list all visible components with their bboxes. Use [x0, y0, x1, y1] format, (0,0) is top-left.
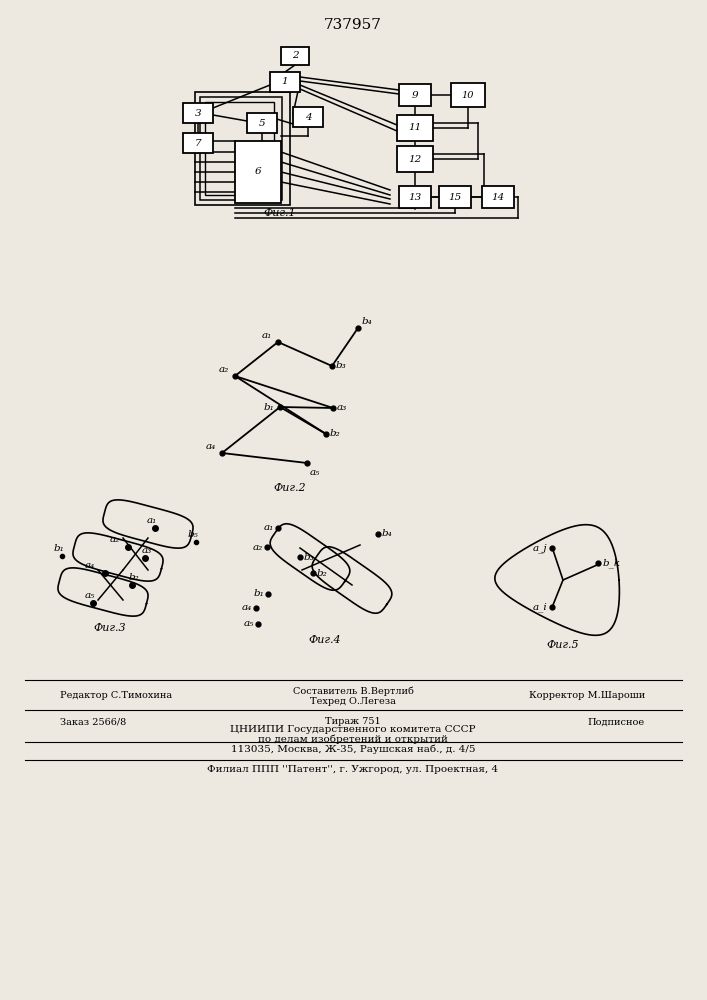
- Bar: [399, 84, 431, 106]
- Text: 4: 4: [305, 112, 311, 121]
- Text: a₁: a₁: [147, 516, 157, 525]
- Text: a₅: a₅: [244, 619, 254, 629]
- Text: a₁: a₁: [262, 331, 272, 340]
- Bar: [183, 103, 213, 123]
- Bar: [293, 107, 323, 127]
- Text: Филиал ППП ''Патент'', г. Ужгород, ул. Проектная, 4: Филиал ППП ''Патент'', г. Ужгород, ул. П…: [207, 766, 498, 774]
- Bar: [399, 186, 431, 208]
- Text: 7: 7: [194, 138, 201, 147]
- Text: 737957: 737957: [324, 18, 382, 32]
- Text: Редактор С.Тимохина: Редактор С.Тимохина: [60, 690, 172, 700]
- Bar: [247, 113, 277, 133]
- Bar: [482, 186, 514, 208]
- Text: Фиг.1: Фиг.1: [264, 208, 296, 218]
- Text: a_j: a_j: [532, 543, 547, 553]
- Text: Фиг.2: Фиг.2: [274, 483, 306, 493]
- Text: Подписное: Подписное: [588, 718, 645, 726]
- Text: a_i: a_i: [532, 602, 547, 612]
- Text: a₄: a₄: [85, 561, 95, 570]
- Text: b₁: b₁: [54, 544, 64, 553]
- Bar: [397, 115, 433, 141]
- Text: Фиг.3: Фиг.3: [94, 623, 127, 633]
- Bar: [270, 72, 300, 92]
- Bar: [200, 97, 282, 200]
- Text: b₅: b₅: [187, 530, 199, 539]
- Bar: [195, 92, 290, 205]
- Text: a₄: a₄: [206, 442, 216, 451]
- Text: 5: 5: [259, 118, 265, 127]
- Bar: [439, 186, 471, 208]
- Text: b_k: b_k: [603, 558, 621, 568]
- Bar: [205, 102, 274, 195]
- Text: b₄: b₄: [362, 317, 373, 326]
- Text: по делам изобретений и открытий: по делам изобретений и открытий: [258, 734, 448, 744]
- Text: b₁: b₁: [263, 402, 274, 412]
- Text: b₂: b₂: [330, 430, 341, 438]
- Text: Фиг.4: Фиг.4: [309, 635, 341, 645]
- Text: b₃: b₃: [336, 360, 346, 369]
- Text: a₅: a₅: [310, 468, 320, 477]
- Text: 11: 11: [409, 123, 421, 132]
- Bar: [281, 47, 309, 65]
- Text: 12: 12: [409, 154, 421, 163]
- Text: Фиг.5: Фиг.5: [547, 640, 579, 650]
- Text: Техред О.Легеза: Техред О.Легеза: [310, 698, 396, 706]
- Text: a₃: a₃: [337, 403, 347, 412]
- Text: a₄: a₄: [242, 603, 252, 612]
- Text: a₂: a₂: [110, 535, 120, 544]
- Text: b₂: b₂: [317, 568, 328, 578]
- Text: b₃: b₃: [304, 552, 315, 562]
- Text: 113035, Москва, Ж-35, Раушская наб., д. 4/5: 113035, Москва, Ж-35, Раушская наб., д. …: [230, 744, 475, 754]
- Text: 13: 13: [409, 192, 421, 202]
- Text: 6: 6: [255, 167, 262, 176]
- Text: 1: 1: [281, 78, 288, 87]
- Text: Составитель В.Вертлиб: Составитель В.Вертлиб: [293, 686, 414, 696]
- Bar: [235, 141, 281, 203]
- Bar: [183, 133, 213, 153]
- Bar: [451, 83, 485, 107]
- Text: b₁: b₁: [253, 589, 264, 598]
- Text: Тираж 751: Тираж 751: [325, 718, 381, 726]
- Text: a₅: a₅: [85, 591, 95, 600]
- Text: b₂: b₂: [129, 573, 139, 582]
- Bar: [397, 146, 433, 172]
- Text: a₁: a₁: [264, 524, 274, 532]
- Text: b₄: b₄: [382, 530, 393, 538]
- Text: a₂: a₂: [218, 365, 229, 374]
- Text: ЦНИИПИ Государственного комитета СССР: ЦНИИПИ Государственного комитета СССР: [230, 726, 476, 734]
- Text: 3: 3: [194, 108, 201, 117]
- Text: 9: 9: [411, 91, 419, 100]
- Text: 14: 14: [491, 192, 505, 202]
- Text: 15: 15: [448, 192, 462, 202]
- Text: 2: 2: [292, 51, 298, 60]
- Text: a₂: a₂: [252, 542, 263, 552]
- Text: Заказ 2566/8: Заказ 2566/8: [60, 718, 127, 726]
- Text: a₃: a₃: [142, 546, 152, 555]
- Text: Корректор М.Шароши: Корректор М.Шароши: [529, 690, 645, 700]
- Text: 10: 10: [462, 91, 474, 100]
